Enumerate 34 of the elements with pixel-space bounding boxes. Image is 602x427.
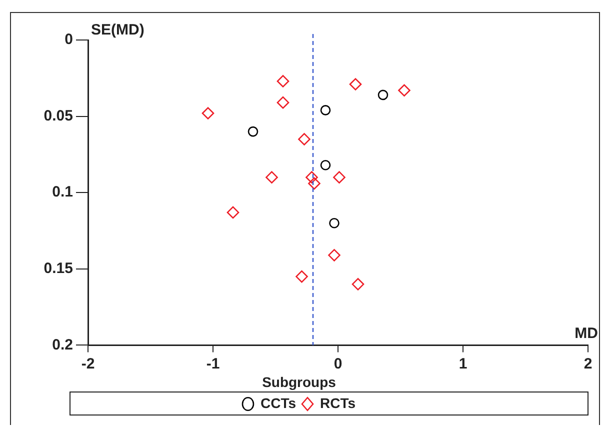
- point: [202, 107, 214, 120]
- x-tick-label: -1: [206, 355, 220, 372]
- legend-label: CCTs: [260, 394, 296, 411]
- point: [226, 206, 240, 219]
- point: [320, 105, 331, 116]
- point: [248, 126, 258, 137]
- x-tick-label: 1: [458, 355, 468, 372]
- y-tick-label: 0.2: [52, 336, 73, 354]
- point: [328, 249, 340, 262]
- point: [352, 278, 364, 290]
- x-axis-title: MD: [574, 324, 598, 342]
- legend-label: RCTs: [320, 394, 356, 411]
- point: [333, 171, 346, 184]
- point: [349, 78, 362, 90]
- point: [276, 96, 290, 109]
- point: [308, 177, 320, 190]
- y-tick-label: 0.15: [44, 260, 73, 278]
- y-tick-label: 0: [64, 31, 73, 48]
- point: [298, 133, 310, 146]
- point: [320, 160, 331, 170]
- point: [306, 171, 318, 184]
- point: [378, 90, 388, 100]
- x-tick-label: 2: [584, 355, 592, 372]
- point: [276, 75, 290, 88]
- y-tick-label: 0.1: [52, 184, 73, 201]
- point: [296, 270, 308, 283]
- legend-title: Subgroups: [262, 374, 336, 390]
- point: [266, 171, 278, 184]
- point: [398, 84, 410, 97]
- y-axis-title: SE(MD): [91, 22, 144, 39]
- point: [329, 218, 340, 228]
- y-tick-label: 0.05: [44, 107, 73, 124]
- x-tick-label: 0: [334, 355, 342, 372]
- x-tick-label: -2: [81, 355, 95, 372]
